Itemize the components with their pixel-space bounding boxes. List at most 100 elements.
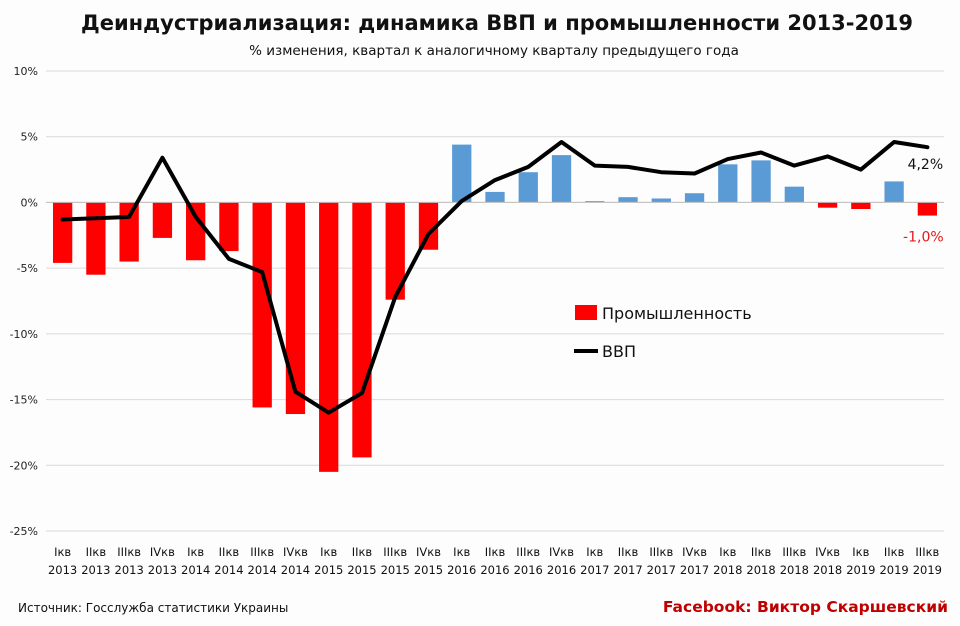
- y-tick-label: -25%: [10, 525, 38, 538]
- industry-bar: [485, 191, 505, 203]
- industry-bar: [551, 155, 572, 203]
- industry-bar: [684, 193, 705, 203]
- x-tick-year: 2019: [846, 563, 875, 577]
- x-tick-year: 2014: [181, 563, 210, 577]
- x-tick-year: 2019: [879, 563, 908, 577]
- x-tick-quarter: Iкв: [54, 545, 71, 559]
- x-tick-quarter: IIIкв: [649, 545, 673, 559]
- x-tick-year: 2016: [447, 563, 476, 577]
- x-tick-quarter: IIкв: [219, 545, 240, 559]
- legend-label-gdp: ВВП: [602, 342, 636, 361]
- x-tick-quarter: IIIкв: [516, 545, 540, 559]
- industry-bar: [784, 186, 804, 203]
- x-tick-year: 2016: [514, 563, 543, 577]
- industry-bar: [52, 202, 73, 263]
- x-tick-quarter: Iкв: [187, 545, 204, 559]
- x-tick-quarter: IIкв: [86, 545, 107, 559]
- industry-bar: [418, 202, 439, 250]
- annotation-industry-last: -1,0%: [903, 230, 944, 246]
- x-tick-year: 2017: [647, 563, 676, 577]
- industry-bar: [86, 202, 106, 275]
- x-tick-quarter: IIкв: [485, 545, 506, 559]
- x-tick-year: 2014: [214, 563, 243, 577]
- y-tick-label: 10%: [14, 65, 38, 78]
- x-tick-quarter: IIкв: [352, 545, 373, 559]
- gdp-line-series: [60, 140, 930, 415]
- x-tick-quarter: IVкв: [416, 545, 441, 559]
- x-tick-year: 2015: [414, 563, 443, 577]
- x-tick-year: 2019: [913, 563, 942, 577]
- x-tick-quarter: IIIкв: [915, 545, 939, 559]
- legend-swatch-industry: [575, 305, 597, 320]
- x-tick-year: 2015: [381, 563, 410, 577]
- industry-bar: [718, 164, 738, 203]
- industry-bar: [452, 144, 472, 203]
- x-tick-year: 2014: [248, 563, 277, 577]
- industry-bar: [585, 201, 605, 203]
- industry-bar: [618, 197, 638, 203]
- y-axis: 10% 5% 0% -5% -10% -15% -20% -25%: [10, 65, 38, 538]
- industry-bar: [817, 202, 838, 208]
- x-tick-year: 2017: [613, 563, 642, 577]
- x-tick-year: 2015: [347, 563, 376, 577]
- industry-bar: [751, 160, 771, 203]
- x-tick-quarter: IIкв: [884, 545, 905, 559]
- y-tick-label: 5%: [21, 131, 38, 144]
- annotation-gdp-last: 4,2%: [908, 157, 944, 173]
- y-tick-label: -20%: [10, 459, 38, 472]
- industry-bar: [319, 202, 339, 472]
- x-tick-quarter: IVкв: [283, 545, 308, 559]
- x-tick-quarter: IVкв: [815, 545, 840, 559]
- x-tick-quarter: IVкв: [150, 545, 175, 559]
- industry-bar: [352, 202, 372, 458]
- y-tick-label: -5%: [17, 262, 38, 275]
- x-tick-quarter: IIкв: [751, 545, 772, 559]
- x-tick-year: 2017: [680, 563, 709, 577]
- chart-title: Деиндустриализация: динамика ВВП и промы…: [81, 11, 913, 35]
- chart-subtitle: % изменения, квартал к аналогичному квар…: [249, 43, 739, 59]
- x-tick-year: 2016: [547, 563, 576, 577]
- y-tick-label: -15%: [10, 394, 38, 407]
- x-tick-year: 2015: [314, 563, 343, 577]
- x-tick-year: 2017: [580, 563, 609, 577]
- x-tick-quarter: IIIкв: [383, 545, 407, 559]
- x-tick-year: 2013: [148, 563, 177, 577]
- industry-bar: [285, 202, 306, 415]
- legend: Промышленность ВВП: [574, 304, 752, 361]
- x-tick-year: 2013: [48, 563, 77, 577]
- x-tick-year: 2018: [813, 563, 842, 577]
- x-tick-year: 2013: [115, 563, 144, 577]
- gridlines: [46, 70, 944, 532]
- industry-bar: [651, 198, 671, 203]
- industry-bars: [52, 144, 938, 472]
- x-axis: Iкв 2013 IIкв 2013 IIIкв 2013 IVкв 2013 Iкв 2014 I…: [48, 545, 942, 577]
- x-tick-quarter: Iкв: [453, 545, 470, 559]
- industry-bar: [385, 202, 405, 300]
- industry-bar: [119, 202, 139, 262]
- x-tick-quarter: IIIкв: [117, 545, 141, 559]
- x-tick-year: 2018: [780, 563, 809, 577]
- x-tick-year: 2016: [480, 563, 509, 577]
- legend-label-industry: Промышленность: [602, 304, 752, 323]
- industry-bar: [851, 202, 871, 209]
- x-tick-quarter: IIкв: [618, 545, 639, 559]
- y-tick-label: -10%: [10, 328, 38, 341]
- x-tick-quarter: Iкв: [719, 545, 736, 559]
- x-tick-quarter: Iкв: [586, 545, 603, 559]
- x-tick-year: 2018: [746, 563, 775, 577]
- x-tick-year: 2014: [281, 563, 310, 577]
- industry-bar: [884, 181, 904, 203]
- industry-bar: [518, 172, 538, 203]
- author-credit: Facebook: Виктор Скаршевский: [663, 598, 948, 616]
- gdp-line: [60, 140, 930, 415]
- industry-bar: [917, 202, 938, 216]
- x-tick-year: 2018: [713, 563, 742, 577]
- x-tick-quarter: Iкв: [852, 545, 869, 559]
- x-tick-year: 2013: [81, 563, 110, 577]
- industry-bar: [252, 202, 272, 408]
- x-tick-quarter: IIIкв: [250, 545, 274, 559]
- x-tick-quarter: IVкв: [682, 545, 707, 559]
- industry-bar: [152, 202, 173, 238]
- industry-bar: [186, 202, 206, 261]
